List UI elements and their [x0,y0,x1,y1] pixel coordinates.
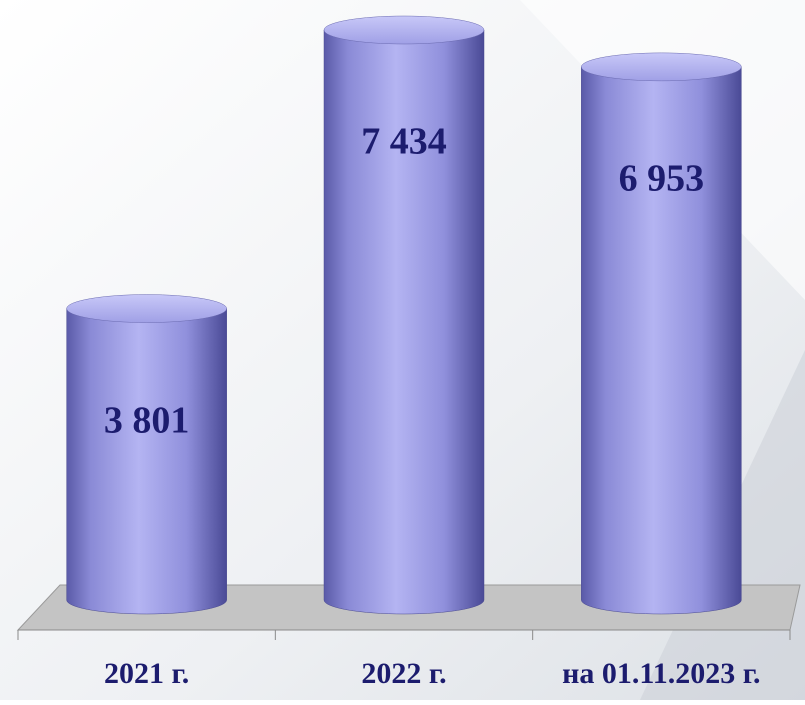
bar [323,29,485,615]
bar-top [323,15,485,45]
x-tick-label: 2021 г. [104,657,189,690]
bar-top [66,294,227,323]
value-label: 3 801 [104,399,190,441]
bar-top [581,52,742,82]
value-label: 6 953 [619,158,705,200]
x-tick-label: на 01.11.2023 г. [562,657,760,690]
value-label: 7 434 [361,121,447,163]
bar [581,66,742,615]
x-tick-label: 2022 г. [361,657,446,690]
bar [66,308,227,615]
